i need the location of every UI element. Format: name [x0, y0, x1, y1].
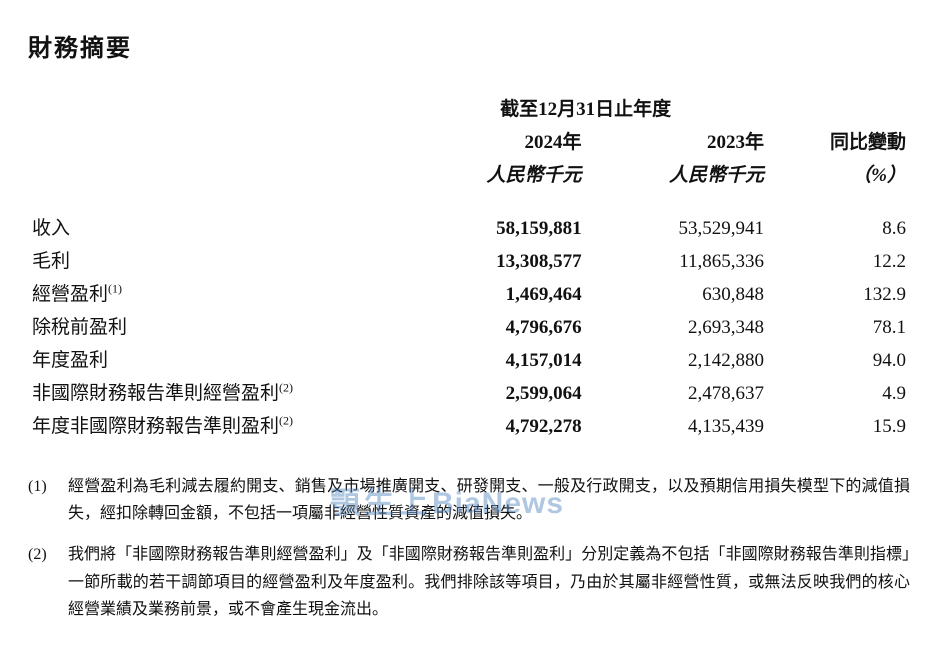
unit-prior: 人民幣千元	[586, 157, 768, 190]
footnote: (2) 我們將「非國際財務報告準則經營盈利」及「非國際財務報告準則盈利」分別定義…	[28, 541, 910, 623]
footnote-num: (1)	[28, 473, 56, 527]
row-prior: 2,142,880	[586, 342, 768, 375]
col-year-current: 2024年	[403, 124, 585, 157]
table-row: 除稅前盈利 4,796,676 2,693,348 78.1	[28, 309, 910, 342]
row-prior: 630,848	[586, 276, 768, 309]
row-current: 4,796,676	[403, 309, 585, 342]
footnote-text: 經營盈利為毛利減去履約開支、銷售及市場推廣開支、研發開支、一般及行政開支，以及預…	[68, 473, 910, 527]
table-row: 年度盈利 4,157,014 2,142,880 94.0	[28, 342, 910, 375]
row-change: 132.9	[768, 276, 910, 309]
row-change: 4.9	[768, 375, 910, 408]
row-prior: 11,865,336	[586, 243, 768, 276]
row-label: 除稅前盈利	[32, 317, 127, 338]
table-row: 年度非國際財務報告準則盈利(2) 4,792,278 4,135,439 15.…	[28, 408, 910, 441]
row-prior: 53,529,941	[586, 210, 768, 243]
row-label: 年度非國際財務報告準則盈利	[32, 416, 279, 437]
row-change: 78.1	[768, 309, 910, 342]
table-row: 經營盈利(1) 1,469,464 630,848 132.9	[28, 276, 910, 309]
row-current: 2,599,064	[403, 375, 585, 408]
row-current: 13,308,577	[403, 243, 585, 276]
footnotes: (1) 經營盈利為毛利減去履約開支、銷售及市場推廣開支、研發開支、一般及行政開支…	[28, 473, 910, 623]
header-row-years: 2024年 2023年 同比變動	[28, 124, 910, 157]
row-current: 58,159,881	[403, 210, 585, 243]
row-sup: (1)	[108, 282, 122, 296]
row-label: 經營盈利	[32, 284, 108, 305]
period-span: 截至12月31日止年度	[403, 91, 768, 124]
row-prior: 2,693,348	[586, 309, 768, 342]
row-sup: (2)	[279, 414, 293, 428]
footnote-num: (2)	[28, 541, 56, 623]
unit-change: （%）	[768, 157, 910, 190]
row-current: 1,469,464	[403, 276, 585, 309]
row-label: 毛利	[32, 251, 70, 272]
unit-current: 人民幣千元	[403, 157, 585, 190]
row-prior: 4,135,439	[586, 408, 768, 441]
col-change: 同比變動	[768, 124, 910, 157]
row-sup: (2)	[279, 381, 293, 395]
table-row: 收入 58,159,881 53,529,941 8.6	[28, 210, 910, 243]
row-change: 8.6	[768, 210, 910, 243]
footnote: (1) 經營盈利為毛利減去履約開支、銷售及市場推廣開支、研發開支、一般及行政開支…	[28, 473, 910, 527]
page-title: 財務摘要	[28, 28, 910, 63]
row-label: 收入	[32, 218, 70, 239]
financial-summary-table: 截至12月31日止年度 2024年 2023年 同比變動 人民幣千元 人民幣千元…	[28, 91, 910, 441]
header-row-units: 人民幣千元 人民幣千元 （%）	[28, 157, 910, 190]
header-row-period: 截至12月31日止年度	[28, 91, 910, 124]
row-label: 非國際財務報告準則經營盈利	[32, 383, 279, 404]
row-label: 年度盈利	[32, 350, 108, 371]
footnote-text: 我們將「非國際財務報告準則經營盈利」及「非國際財務報告準則盈利」分別定義為不包括…	[68, 541, 910, 623]
row-current: 4,792,278	[403, 408, 585, 441]
table-row: 非國際財務報告準則經營盈利(2) 2,599,064 2,478,637 4.9	[28, 375, 910, 408]
row-current: 4,157,014	[403, 342, 585, 375]
row-prior: 2,478,637	[586, 375, 768, 408]
row-change: 12.2	[768, 243, 910, 276]
row-change: 15.9	[768, 408, 910, 441]
table-row: 毛利 13,308,577 11,865,336 12.2	[28, 243, 910, 276]
col-year-prior: 2023年	[586, 124, 768, 157]
row-change: 94.0	[768, 342, 910, 375]
